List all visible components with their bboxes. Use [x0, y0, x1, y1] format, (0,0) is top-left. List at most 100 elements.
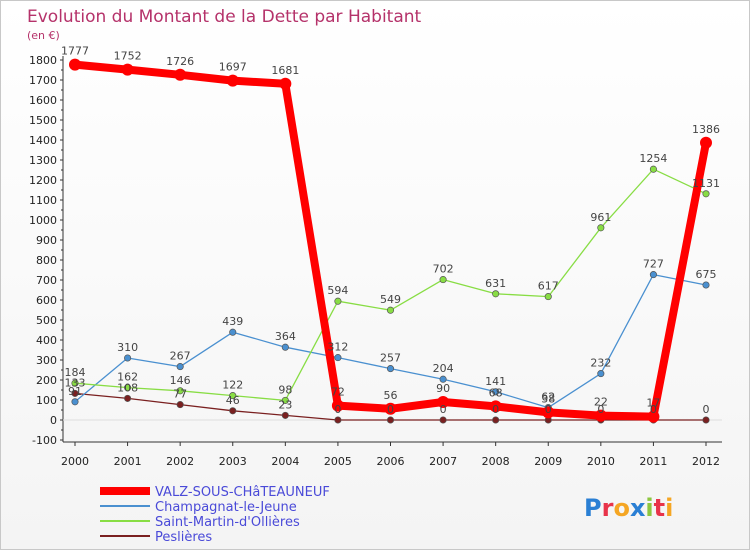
data-label: 1681 — [271, 64, 299, 77]
data-label: 77 — [173, 388, 187, 401]
data-label: 267 — [170, 350, 191, 363]
data-label: 91 — [68, 385, 82, 398]
data-point — [492, 290, 500, 298]
data-point — [176, 401, 184, 409]
legend-label: Peslières — [155, 530, 212, 545]
data-point — [331, 399, 344, 412]
data-label: 1777 — [61, 45, 89, 58]
y-tick-label: 1400 — [29, 134, 57, 147]
data-point — [121, 63, 134, 76]
data-label: 312 — [327, 341, 348, 354]
data-label: 0 — [545, 403, 552, 416]
brand-logo: Proxiti — [584, 494, 673, 522]
data-label: 675 — [696, 268, 717, 281]
y-tick-label: 700 — [36, 274, 57, 287]
data-point — [386, 365, 395, 373]
data-point — [281, 343, 289, 351]
data-point — [702, 416, 710, 424]
y-tick-label: 1300 — [29, 154, 57, 167]
data-label: 1131 — [692, 177, 720, 190]
data-label: 1726 — [166, 55, 194, 68]
brand-letter: P — [584, 494, 602, 522]
x-tick-label: 2009 — [534, 455, 562, 468]
y-tick-label: 900 — [36, 234, 57, 247]
data-point — [702, 190, 710, 198]
data-point — [489, 400, 502, 413]
data-point — [71, 398, 79, 406]
y-tick-label: 0 — [50, 414, 57, 427]
data-point — [492, 416, 500, 424]
data-label: 0 — [703, 403, 710, 416]
data-label: 38 — [541, 392, 555, 405]
x-tick-label: 2007 — [429, 455, 457, 468]
data-point — [279, 77, 292, 90]
data-label: 184 — [65, 366, 86, 379]
y-tick-label: 1800 — [29, 54, 57, 67]
brand-letter: r — [602, 494, 614, 522]
data-label: 72 — [331, 386, 345, 399]
data-point — [386, 416, 395, 424]
data-label: 702 — [433, 263, 454, 276]
data-point — [594, 409, 607, 422]
data-point — [124, 354, 132, 362]
data-label: 133 — [65, 376, 86, 389]
x-tick-label: 2010 — [587, 455, 615, 468]
data-label: 0 — [650, 403, 657, 416]
chart-title: Evolution du Montant de la Dette par Hab… — [27, 7, 422, 27]
data-label: 0 — [440, 403, 447, 416]
data-point — [597, 370, 605, 378]
data-label: 1752 — [114, 50, 142, 63]
y-tick-label: 200 — [36, 374, 57, 387]
data-label: 727 — [643, 258, 664, 271]
y-tick-label: 300 — [36, 354, 57, 367]
data-point — [71, 389, 79, 397]
data-point — [229, 407, 237, 415]
x-tick-label: 2004 — [271, 455, 299, 468]
x-tick-label: 2008 — [482, 455, 510, 468]
data-point — [334, 297, 342, 305]
data-point — [439, 416, 447, 424]
data-label: 90 — [436, 382, 450, 395]
data-point — [176, 387, 184, 395]
data-label: 141 — [485, 375, 506, 388]
data-point — [439, 375, 447, 383]
data-label: 0 — [387, 403, 394, 416]
data-point — [281, 396, 289, 404]
data-label: 98 — [278, 383, 292, 396]
data-point — [124, 394, 132, 402]
data-label: 0 — [492, 403, 499, 416]
data-point — [700, 136, 712, 149]
data-label: 23 — [278, 398, 292, 411]
x-tick-label: 2011 — [639, 455, 667, 468]
data-point — [542, 406, 555, 419]
y-tick-label: 1000 — [29, 214, 57, 227]
data-label: 46 — [226, 394, 240, 407]
brand-letter: x — [630, 494, 646, 522]
y-tick-label: 800 — [36, 254, 57, 267]
data-label: 617 — [538, 280, 559, 293]
data-label: 232 — [590, 357, 611, 370]
data-point — [334, 416, 342, 424]
y-tick-label: 400 — [36, 334, 57, 347]
data-point — [124, 384, 132, 392]
data-label: 549 — [380, 293, 401, 306]
data-label: 257 — [380, 352, 401, 365]
data-label: 310 — [117, 341, 138, 354]
brand-letter: t — [654, 494, 665, 522]
data-label: 364 — [275, 330, 296, 343]
y-tick-label: 100 — [36, 394, 57, 407]
data-point — [229, 392, 237, 400]
data-label: 62 — [541, 391, 555, 404]
data-point — [437, 396, 450, 408]
data-point — [176, 363, 184, 371]
data-label: 56 — [384, 389, 398, 402]
x-tick-label: 2003 — [219, 455, 247, 468]
data-label: 162 — [117, 371, 138, 384]
data-point — [649, 271, 657, 279]
data-point — [71, 379, 79, 387]
data-label: 108 — [117, 381, 138, 394]
data-label: 594 — [327, 284, 348, 297]
y-tick-label: 600 — [36, 294, 57, 307]
y-tick-label: 500 — [36, 314, 57, 327]
